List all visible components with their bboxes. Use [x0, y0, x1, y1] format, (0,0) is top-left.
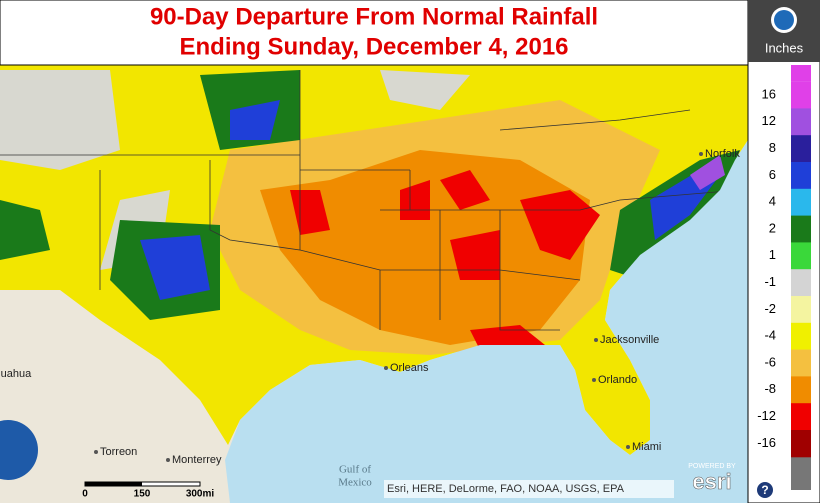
gray-patches	[0, 70, 470, 270]
legend-label: 1	[769, 247, 776, 262]
scale-label: 300mi	[186, 489, 215, 500]
place-label: Orlando	[598, 374, 637, 386]
title-line: Ending Sunday, December 4, 2016	[179, 33, 568, 60]
legend-swatch	[791, 242, 811, 270]
legend-label: 16	[762, 86, 776, 101]
legend-label: -2	[764, 301, 776, 316]
help-button[interactable]	[757, 482, 773, 498]
legend-swatch	[791, 322, 811, 351]
scale-label: 0	[82, 489, 88, 500]
wettest-region	[140, 100, 720, 300]
legend-label: -16	[757, 435, 776, 450]
legend-swatch	[791, 296, 811, 324]
attribution: Esri, HERE, DeLorme, FAO, NOAA, USGS, EP…	[387, 483, 625, 495]
legend-swatch	[791, 376, 811, 404]
legend-swatch	[791, 162, 811, 190]
legend-label: 4	[769, 194, 776, 209]
place-dot	[166, 458, 170, 462]
esri-powered: POWERED BY	[688, 463, 736, 470]
title-line: 90-Day Departure From Normal Rainfall	[150, 3, 598, 30]
legend-swatch	[791, 135, 811, 163]
place-label: Miami	[632, 441, 661, 453]
noaa-badge	[0, 420, 38, 480]
water-label: Gulf of	[339, 464, 371, 476]
legend-swatch	[791, 81, 811, 109]
noaa-logo-inner	[774, 10, 794, 30]
legend-swatch	[791, 269, 811, 297]
place-dot	[94, 450, 98, 454]
legend-cap	[791, 65, 811, 82]
water-label: Mexico	[338, 477, 372, 489]
place-dot	[699, 152, 703, 156]
legend-swatch	[791, 349, 811, 377]
legend-label: -12	[757, 408, 776, 423]
scale-label: 150	[134, 489, 151, 500]
place-dot	[594, 338, 598, 342]
legend-label: -4	[764, 328, 776, 343]
place-dot	[384, 366, 388, 370]
legend-label: -6	[764, 354, 776, 369]
place-dot	[626, 445, 630, 449]
drier-region	[260, 150, 590, 345]
legend-label: 6	[769, 167, 776, 182]
state-borders	[0, 70, 741, 331]
legend-label: -8	[764, 381, 776, 396]
place-dot	[592, 378, 596, 382]
legend-swatch	[791, 108, 811, 136]
legend-nodata	[791, 456, 811, 490]
very-wet-patch	[690, 155, 725, 190]
legend-title: Inches	[765, 40, 804, 55]
ocean	[225, 140, 748, 503]
legend-swatch	[791, 430, 811, 458]
legend-swatch	[791, 215, 811, 243]
help-label[interactable]: ?	[761, 483, 768, 497]
place-label: Monterrey	[172, 454, 222, 466]
place-label: Chihuahua	[0, 368, 32, 380]
attribution-bg	[384, 480, 674, 498]
legend-label: -1	[764, 274, 776, 289]
place-label: Orleans	[390, 362, 429, 374]
map	[0, 65, 748, 503]
place-label: Norfolk	[705, 148, 740, 160]
legend-label: 2	[769, 220, 776, 235]
legend-label: 12	[762, 113, 776, 128]
legend-swatch	[791, 188, 811, 217]
legend-swatch	[791, 403, 811, 431]
place-label: Jacksonville	[600, 334, 659, 346]
title-box	[0, 0, 749, 66]
legend-label: 8	[769, 140, 776, 155]
scale-bar-seg	[85, 482, 142, 486]
esri-logo: esri	[692, 469, 731, 494]
place-label: Torreon	[100, 446, 137, 458]
